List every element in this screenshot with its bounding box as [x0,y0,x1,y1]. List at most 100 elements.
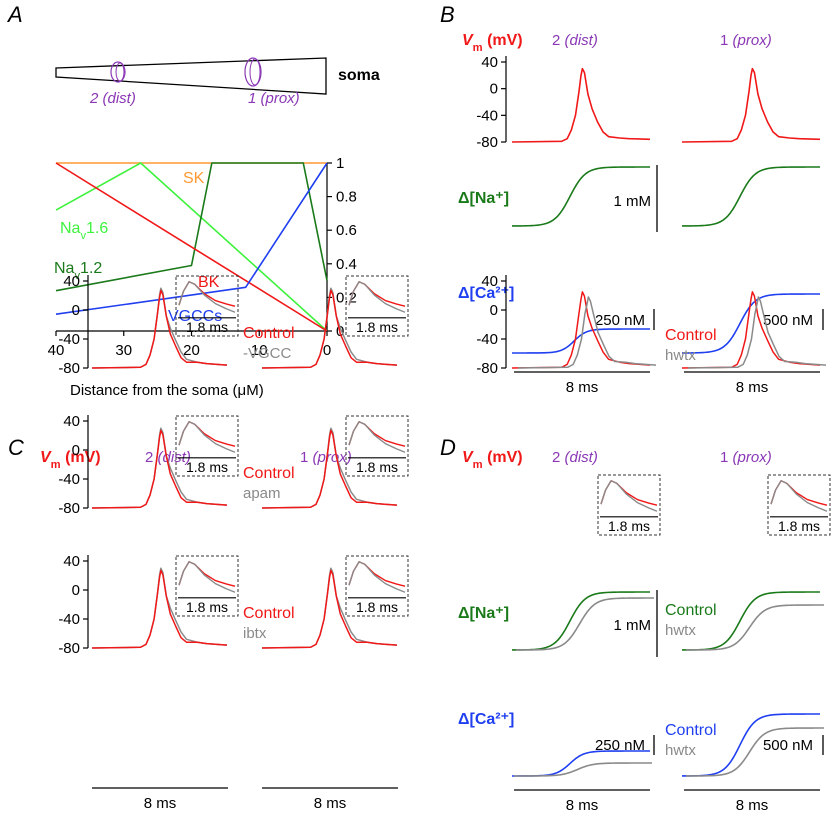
x-tick-label: 40 [48,342,65,359]
control-label: Control [665,602,717,619]
ca-label: Δ[Ca²⁺] [458,285,514,302]
vm-tick-label: 40 [63,273,80,290]
ca-label: Δ[Ca²⁺] [458,711,514,728]
vm-tick-label: -80 [476,134,498,151]
site-2-label: 2 (dist) [89,90,136,107]
y-tick-label: 1 [336,155,344,172]
vm-tick-label: -40 [58,471,80,488]
hwtx-label: hwtx [665,347,696,364]
site-2-title: 2 (dist) [552,449,598,466]
inset-trace [348,421,406,453]
vm-tick-label: -80 [58,360,80,377]
label-nav12: Nav1.2 [54,260,102,282]
condition-label: ibtx [243,625,267,642]
inset-box [597,474,661,536]
na-trace-hwtx-dist [515,597,655,651]
site-1-label: 1 (prox) [248,90,300,107]
vm-trace-hwtx-dist [517,296,657,369]
series-bk [55,162,328,332]
inset-trace [178,561,236,593]
panel-letter-c: C [8,435,24,460]
recording-site [244,57,262,87]
label-bk: BK [198,274,220,291]
inset-box [175,555,239,617]
y-tick-label: 0.6 [336,222,357,239]
x-tick-label: 30 [115,342,132,359]
condition-label: -VGCC [243,345,292,362]
na-trace-control-prox [681,591,821,651]
vm-tick-label: -80 [58,640,80,657]
y-tick-label: 0.4 [336,256,357,273]
ca-trace-hwtx-dist [513,762,653,777]
na-trace-dist [511,166,651,227]
inset-scale-label: 1.8 ms [778,518,820,534]
inset-scale-label: 1.8 ms [186,599,228,615]
x-tick-label: 0 [323,342,331,359]
soma-label: soma [338,67,380,84]
vm-axis-title: Vm (mV) [40,449,101,471]
vm-trace-control-prox [261,429,398,509]
time-scale-label: 8 ms [736,379,769,396]
vm-trace-control-dist [91,569,228,649]
inset-scale-label: 1.8 ms [186,459,228,475]
hwtx-label: hwtx [665,742,696,759]
na-scale-label: 1 mM [614,193,652,210]
na-scale-label: 1 mM [614,617,652,634]
control-label: Control [665,722,717,739]
site-2-title: 2 (dist) [552,32,598,49]
vm-trace-prox [681,67,821,143]
vm-tick-label: -40 [58,331,80,348]
vm-tick-label: 0 [490,302,498,319]
vm-tick-label: 40 [63,553,80,570]
vm-trace-hwtx-prox [687,296,827,369]
vm-tick-label: 40 [63,413,80,430]
inset-box [175,275,239,337]
inset-scale-label: 1.8 ms [356,599,398,615]
x-tick-label: 20 [183,342,200,359]
vm-tick-label: 0 [72,442,80,459]
ca-trace-prox [681,293,821,354]
site-1-title: 1 (prox) [720,32,772,49]
vm-trace-control-prox [261,289,398,369]
condition-label: apam [243,485,281,502]
ca-scale-label-dist: 250 nM [595,312,645,329]
inset-trace [178,421,236,453]
inset-trace [178,281,236,313]
time-scale-label: 8 ms [314,795,347,812]
x-tick-label: 10 [251,342,268,359]
label-nav16: Nav1.6 [60,220,108,242]
x-axis-label: Distance from the soma (μM) [70,382,264,399]
vm-axis-title: Vm (mV) [462,32,523,54]
vm-tick-label: -40 [476,107,498,124]
time-scale-label: 8 ms [566,797,599,814]
series-nav12 [55,162,328,292]
panel-letter-d: D [440,435,456,460]
vm-tick-label: -80 [476,360,498,377]
vm-tick-label: 0 [72,302,80,319]
site-1-title: 1 (prox) [720,449,772,466]
inset-box [345,555,409,617]
y-tick-label: 0.8 [336,189,357,206]
inset-trace [770,480,828,512]
vm-trace-control-dist [91,289,228,369]
panel-letter-b: B [440,2,455,27]
time-scale-label: 8 ms [566,379,599,396]
na-label: Δ[Na⁺] [458,605,509,622]
inset-trace [600,480,658,512]
site-1-title: 1 (prox) [300,449,352,466]
inset-scale-label: 1.8 ms [186,319,228,335]
time-scale-label: 8 ms [736,797,769,814]
recording-site [115,62,125,82]
vm-trace-dist [511,67,651,143]
ca-trace-dist [511,328,651,354]
hwtx-label: hwtx [665,622,696,639]
vm-axis-title: Vm (mV) [462,449,523,471]
inset-scale-label: 1.8 ms [356,459,398,475]
vm-tick-label: 0 [490,81,498,98]
vm-tick-label: -40 [476,331,498,348]
ca-scale-label-prox: 500 nM [763,737,813,754]
na-label: Δ[Na⁺] [458,190,509,207]
inset-box [175,415,239,477]
vm-tick-label: 40 [481,54,498,71]
